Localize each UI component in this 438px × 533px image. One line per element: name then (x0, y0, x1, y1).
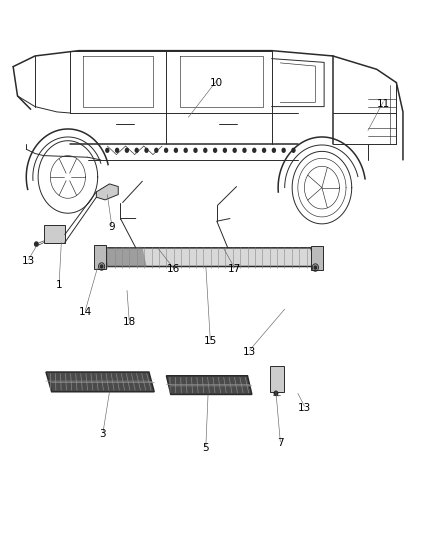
Circle shape (291, 148, 296, 153)
Text: 3: 3 (99, 430, 106, 439)
Text: 13: 13 (243, 347, 256, 357)
Circle shape (252, 148, 257, 153)
Circle shape (193, 148, 198, 153)
Text: 5: 5 (202, 443, 209, 453)
Circle shape (105, 148, 110, 153)
Text: 15: 15 (204, 336, 217, 346)
Text: 17: 17 (228, 264, 241, 274)
Text: 13: 13 (298, 403, 311, 413)
Circle shape (274, 391, 278, 395)
Circle shape (262, 148, 266, 153)
Polygon shape (46, 372, 154, 392)
Polygon shape (166, 376, 252, 394)
Circle shape (35, 242, 38, 246)
Circle shape (164, 148, 168, 153)
Circle shape (154, 148, 159, 153)
Text: 13: 13 (22, 256, 35, 266)
Bar (270, 366, 284, 392)
Text: 1: 1 (56, 280, 63, 290)
Text: 11: 11 (377, 99, 390, 109)
Circle shape (282, 148, 286, 153)
Circle shape (134, 148, 139, 153)
Bar (94, 245, 106, 269)
Polygon shape (103, 248, 315, 266)
Circle shape (213, 148, 217, 153)
Text: 10: 10 (210, 78, 223, 87)
Polygon shape (96, 184, 118, 200)
Text: 7: 7 (277, 439, 284, 448)
Circle shape (233, 148, 237, 153)
Text: 18: 18 (123, 318, 136, 327)
Bar (44, 225, 65, 243)
Bar (311, 246, 323, 270)
Circle shape (115, 148, 119, 153)
Text: 16: 16 (166, 264, 180, 274)
Polygon shape (103, 247, 147, 267)
Text: 14: 14 (79, 307, 92, 317)
Circle shape (203, 148, 208, 153)
Circle shape (223, 148, 227, 153)
Circle shape (100, 265, 103, 268)
Text: 9: 9 (108, 222, 115, 231)
Circle shape (144, 148, 148, 153)
Circle shape (272, 148, 276, 153)
Circle shape (314, 266, 317, 269)
Circle shape (242, 148, 247, 153)
Circle shape (184, 148, 188, 153)
Circle shape (125, 148, 129, 153)
Circle shape (174, 148, 178, 153)
